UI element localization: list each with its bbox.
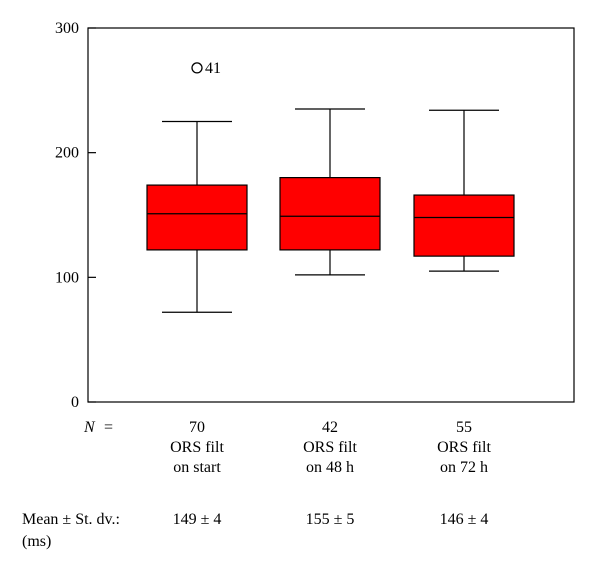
iqr-box	[413, 194, 515, 257]
outlier-label: 41	[205, 60, 221, 77]
mean-label: Mean ± St. dv.:	[22, 511, 120, 528]
category-label-line1: ORS filt	[303, 439, 357, 456]
box-1: 41	[146, 60, 248, 313]
category-n: 42	[322, 419, 338, 436]
y-tick-label: 300	[55, 20, 79, 37]
category-n: 55	[456, 419, 472, 436]
n-equals: =	[104, 419, 113, 436]
mean-unit-label: (ms)	[22, 533, 51, 550]
box-2	[279, 108, 381, 276]
category-label-line2: on 72 h	[440, 459, 488, 476]
iqr-box	[279, 177, 381, 251]
box-3	[413, 109, 515, 272]
plot-frame	[87, 27, 575, 403]
category-label-line2: on 48 h	[306, 459, 354, 476]
category-label-line2: on start	[173, 459, 221, 476]
y-tick-label: 0	[71, 394, 79, 411]
n-label: N	[83, 419, 96, 436]
iqr-box	[146, 184, 248, 251]
mean-value: 146 ± 4	[440, 511, 489, 528]
category-label-line1: ORS filt	[170, 439, 224, 456]
mean-value: 149 ± 4	[173, 511, 222, 528]
mean-value: 155 ± 5	[306, 511, 355, 528]
category-label-line1: ORS filt	[437, 439, 491, 456]
category-n: 70	[189, 419, 205, 436]
y-tick-label: 200	[55, 145, 79, 162]
boxes: 41	[146, 60, 515, 313]
labels: N = 70 ORS filt on start 42 ORS filt on 48 h 55 O…	[22, 419, 491, 550]
axes: 0 100 200 300	[55, 20, 575, 411]
outlier-point	[191, 62, 203, 74]
y-tick-label: 100	[55, 269, 79, 286]
